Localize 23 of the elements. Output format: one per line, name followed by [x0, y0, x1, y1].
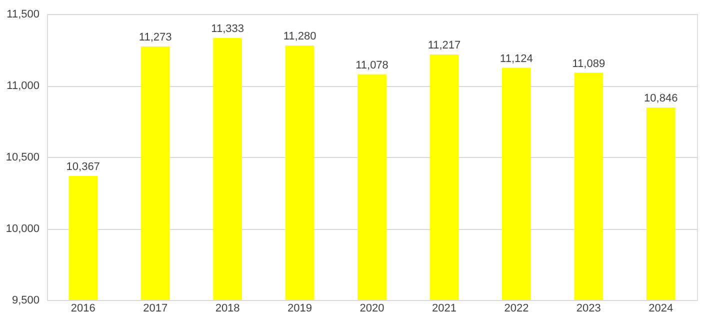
x-tick-label: 2021: [432, 302, 456, 314]
x-tick-label: 2016: [70, 302, 96, 314]
x-tick-label: 2023: [576, 302, 601, 314]
data-label: 11,124: [500, 52, 533, 65]
y-tick-label: 11,500: [6, 8, 40, 20]
y-tick-label: 10,500: [6, 152, 40, 164]
y-tick-label: 11,000: [6, 80, 40, 92]
data-label: 11,333: [211, 22, 244, 35]
x-tick-label: 2018: [215, 302, 240, 314]
y-tick-label: 10,000: [6, 223, 40, 235]
data-label: 11,217: [428, 39, 461, 52]
data-label: 11,089: [572, 58, 606, 70]
data-label: 11,078: [356, 59, 388, 72]
x-tick-label: 2019: [288, 302, 312, 314]
data-label: 11,273: [138, 31, 172, 44]
y-tick-label: 9,500: [12, 294, 40, 306]
data-label: 10,367: [66, 161, 100, 174]
x-tick-label: 2022: [504, 302, 529, 314]
x-tick-label: 2020: [360, 302, 384, 314]
x-tick-label: 2017: [143, 302, 168, 314]
data-label: 11,280: [283, 30, 316, 42]
x-tick-label: 2024: [648, 302, 674, 314]
data-label: 10,846: [644, 92, 678, 105]
